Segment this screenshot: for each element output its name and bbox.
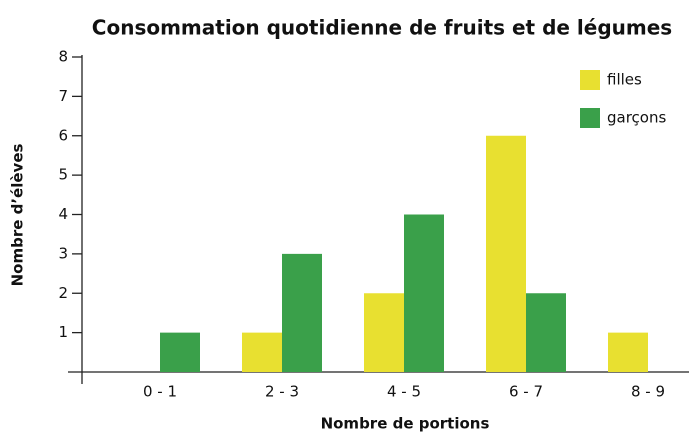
bar: [486, 135, 526, 372]
legend-swatch: [580, 108, 600, 128]
bar: [526, 293, 566, 372]
x-tick-label: 8 - 9: [631, 383, 665, 401]
y-tick-label: 3: [58, 244, 68, 262]
y-tick-label: 2: [58, 284, 68, 302]
y-tick-label: 1: [58, 323, 68, 341]
y-tick-label: 8: [58, 48, 68, 66]
x-tick-label: 0 - 1: [143, 383, 177, 401]
x-tick-label: 4 - 5: [387, 383, 421, 401]
y-axis-label: Nombre d’élèves: [9, 144, 27, 287]
bar: [282, 253, 322, 372]
legend-swatch: [580, 70, 600, 90]
y-tick-label: 4: [58, 205, 68, 223]
x-tick-label: 2 - 3: [265, 383, 299, 401]
legend-label: garçons: [607, 109, 666, 127]
x-tick-label: 6 - 7: [509, 383, 543, 401]
bar: [404, 214, 444, 372]
bar: [364, 293, 404, 372]
y-tick-label: 7: [58, 87, 68, 105]
x-axis-label: Nombre de portions: [321, 415, 490, 433]
legend-label: filles: [607, 71, 642, 89]
y-tick-label: 5: [58, 166, 68, 184]
bar: [608, 332, 648, 372]
chart-title: Consommation quotidienne de fruits et de…: [92, 16, 672, 40]
bar: [242, 332, 282, 372]
bar: [160, 332, 200, 372]
y-tick-label: 6: [58, 126, 68, 144]
